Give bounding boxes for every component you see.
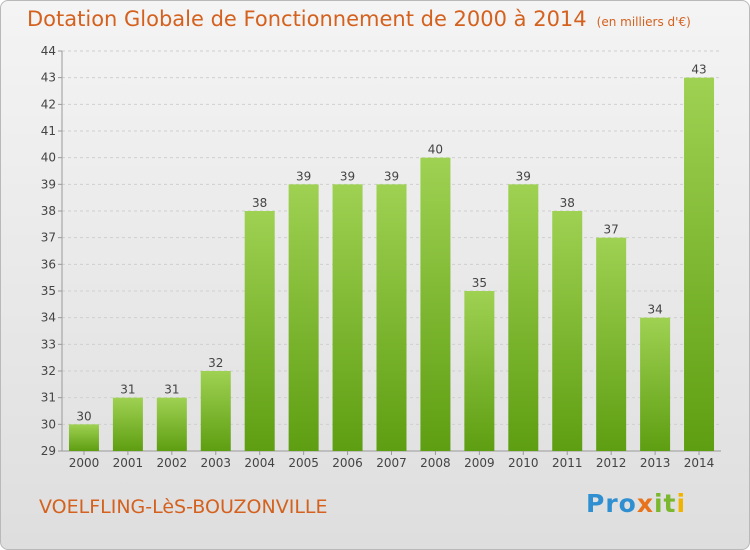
x-tick-label: 2008	[420, 456, 451, 470]
y-tick-label: 41	[41, 124, 56, 138]
x-tick-label: 2013	[640, 456, 671, 470]
x-tick-label: 2006	[332, 456, 363, 470]
data-label: 37	[604, 223, 619, 237]
y-tick-label: 31	[41, 391, 56, 405]
x-tick-label: 2007	[376, 456, 407, 470]
title-text: Dotation Globale de Fonctionnement de 20…	[27, 7, 587, 31]
logo-part: i	[676, 489, 687, 518]
bar	[244, 211, 275, 451]
x-tick-label: 2014	[684, 456, 715, 470]
y-tick-label: 39	[41, 177, 56, 191]
bar	[376, 184, 407, 452]
x-tick-label: 2005	[288, 456, 319, 470]
bar	[596, 237, 627, 451]
bar	[508, 184, 539, 452]
y-tick-label: 44	[41, 44, 56, 58]
x-tick-label: 2001	[113, 456, 144, 470]
bar	[200, 371, 231, 451]
bar	[640, 317, 671, 451]
y-tick-label: 30	[41, 417, 56, 431]
data-label: 39	[296, 169, 311, 183]
data-label: 30	[76, 409, 91, 423]
logo-part: Pro	[586, 489, 637, 518]
chart-title: Dotation Globale de Fonctionnement de 20…	[27, 7, 691, 31]
data-label: 38	[560, 196, 575, 210]
data-label: 34	[647, 303, 662, 317]
y-tick-label: 34	[41, 311, 56, 325]
y-tick-label: 40	[41, 151, 56, 165]
x-tick-label: 2003	[200, 456, 231, 470]
unit-note: (en milliers d'€)	[596, 15, 691, 29]
data-label: 40	[428, 143, 443, 157]
x-tick-label: 2010	[508, 456, 539, 470]
data-label: 39	[384, 169, 399, 183]
data-label: 31	[164, 383, 179, 397]
data-label: 38	[252, 196, 267, 210]
x-tick-label: 2009	[464, 456, 495, 470]
bar	[332, 184, 363, 452]
data-label: 39	[516, 169, 531, 183]
bar	[552, 211, 583, 451]
data-label: 31	[120, 383, 135, 397]
y-tick-label: 35	[41, 284, 56, 298]
x-tick-label: 2004	[244, 456, 275, 470]
bar	[156, 397, 187, 451]
bar	[684, 77, 715, 452]
y-tick-label: 33	[41, 337, 56, 351]
bars	[68, 77, 715, 452]
y-tick-label: 42	[41, 97, 56, 111]
bar	[112, 397, 143, 451]
x-tick-label: 2011	[552, 456, 583, 470]
x-tick-label: 2012	[596, 456, 627, 470]
y-tick-label: 43	[41, 71, 56, 85]
bar	[420, 157, 451, 451]
data-label: 32	[208, 356, 223, 370]
data-label: 43	[691, 63, 706, 77]
proxiti-logo: Proxiti	[586, 489, 686, 518]
data-label: 39	[340, 169, 355, 183]
labels: 29 30 31 32 33 34 35 36 37 38 39 40 41 42 43 44 2000 30 20…	[41, 44, 715, 470]
bar	[288, 184, 319, 452]
data-label: 35	[472, 276, 487, 290]
y-tick-label: 29	[41, 444, 56, 458]
x-tick-label: 2000	[69, 456, 100, 470]
place-name: VOELFLING-LèS-BOUZONVILLE	[39, 496, 328, 518]
logo-part: it	[653, 489, 677, 518]
y-tick-label: 37	[41, 231, 56, 245]
bar	[68, 424, 99, 451]
y-tick-label: 32	[41, 364, 56, 378]
y-tick-label: 36	[41, 257, 56, 271]
y-tick-label: 38	[41, 204, 56, 218]
x-tick-label: 2002	[157, 456, 188, 470]
bar	[464, 291, 495, 451]
logo-part: x	[636, 489, 654, 518]
